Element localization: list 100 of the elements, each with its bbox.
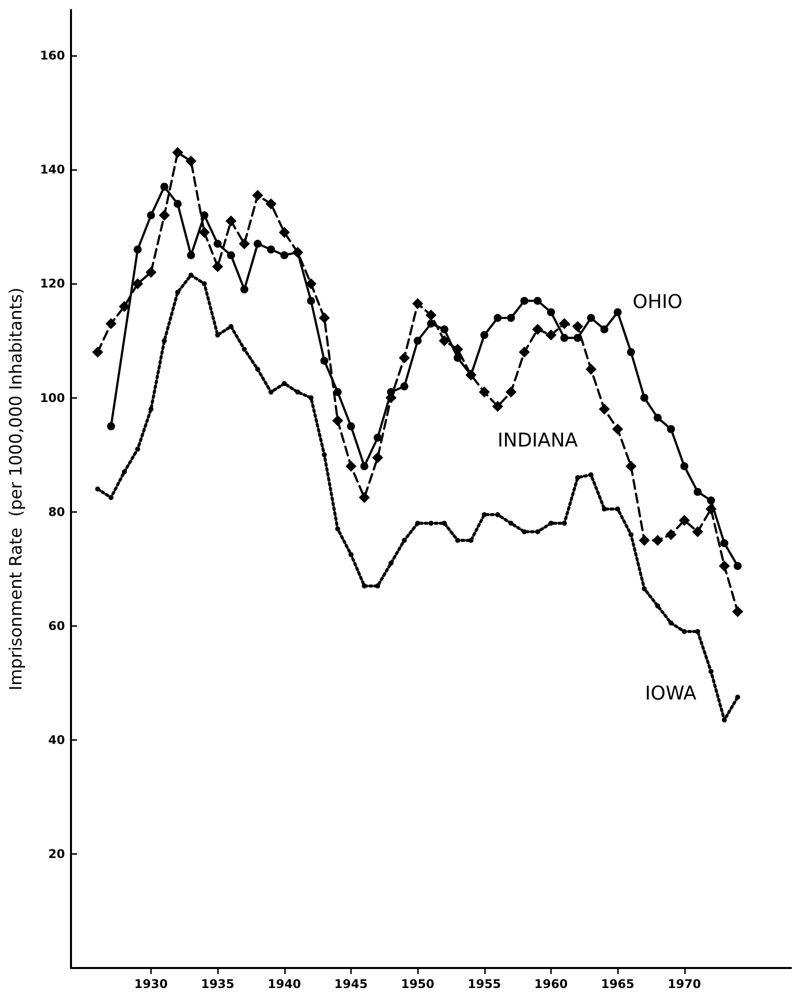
point [666, 529, 676, 540]
point [548, 520, 554, 526]
x-tick-label: 1960 [534, 977, 568, 991]
point [520, 296, 528, 305]
point [626, 460, 636, 472]
point [146, 266, 156, 278]
point [412, 298, 424, 310]
point [454, 354, 462, 362]
point [227, 251, 235, 260]
point [695, 629, 700, 634]
point [627, 348, 635, 356]
point [588, 472, 594, 478]
point [334, 388, 342, 396]
point [667, 425, 675, 434]
point [306, 278, 316, 290]
point [654, 414, 662, 422]
point [718, 560, 730, 572]
point [506, 386, 516, 398]
point [348, 552, 354, 558]
point [734, 562, 742, 570]
point [252, 190, 264, 201]
point [268, 390, 274, 395]
point [508, 520, 514, 526]
point [427, 320, 435, 328]
point [614, 308, 622, 316]
point [468, 538, 474, 543]
point [535, 529, 540, 534]
y-tick-label: 100 [40, 390, 65, 405]
x-tick-label: 1950 [400, 977, 434, 991]
y-tick-label: 40 [48, 732, 65, 747]
point [158, 210, 170, 221]
point [106, 318, 116, 330]
point [147, 211, 155, 220]
point [694, 488, 702, 496]
point [560, 334, 568, 342]
point [586, 364, 596, 375]
point [438, 335, 450, 346]
point [335, 526, 340, 532]
point [242, 346, 247, 352]
point [642, 586, 647, 592]
point [172, 147, 184, 158]
y-tick-label: 20 [48, 846, 65, 861]
point [532, 324, 544, 335]
point [492, 400, 504, 412]
point [240, 285, 248, 294]
point [507, 314, 515, 322]
point [668, 620, 674, 626]
x-tick-label: 1970 [668, 977, 702, 991]
point [228, 324, 234, 329]
point [678, 514, 690, 526]
series-label: OHIO [632, 291, 682, 314]
point [282, 381, 287, 386]
y-tick-label: 60 [48, 618, 65, 633]
point [638, 534, 650, 546]
point [135, 446, 140, 452]
point [320, 356, 328, 365]
point [652, 534, 664, 546]
point [215, 332, 220, 338]
point [640, 394, 648, 402]
point [615, 506, 620, 512]
point [332, 415, 344, 426]
point [602, 506, 607, 512]
point [522, 529, 527, 534]
point [255, 366, 260, 372]
point [186, 156, 196, 167]
point [347, 422, 355, 430]
point [426, 310, 436, 321]
point [655, 603, 660, 608]
point [680, 462, 688, 470]
y-axis-title: Imprisonment Rate (per 1000,000 Inhabitants) [6, 287, 26, 691]
x-tick-label: 1930 [134, 977, 168, 991]
point [706, 503, 716, 514]
point [547, 308, 555, 316]
point [372, 452, 384, 464]
point [278, 226, 290, 238]
point [478, 386, 490, 398]
point [575, 475, 580, 480]
point [546, 330, 556, 341]
point [148, 406, 154, 412]
point [720, 539, 728, 548]
point [187, 251, 195, 260]
point [495, 512, 500, 518]
x-tick-label: 1955 [468, 977, 502, 991]
point [174, 200, 182, 208]
point [212, 261, 224, 272]
point [628, 532, 634, 538]
x-tick-label: 1965 [600, 977, 634, 991]
point [92, 346, 104, 358]
point [558, 318, 570, 330]
point [480, 331, 488, 340]
point [612, 424, 624, 435]
point [455, 538, 460, 543]
point [160, 182, 168, 191]
point [308, 395, 314, 400]
y-tick-label: 80 [48, 504, 65, 519]
point [440, 325, 448, 334]
point [482, 512, 487, 518]
point [452, 344, 464, 355]
point [735, 694, 740, 700]
point [707, 496, 715, 504]
